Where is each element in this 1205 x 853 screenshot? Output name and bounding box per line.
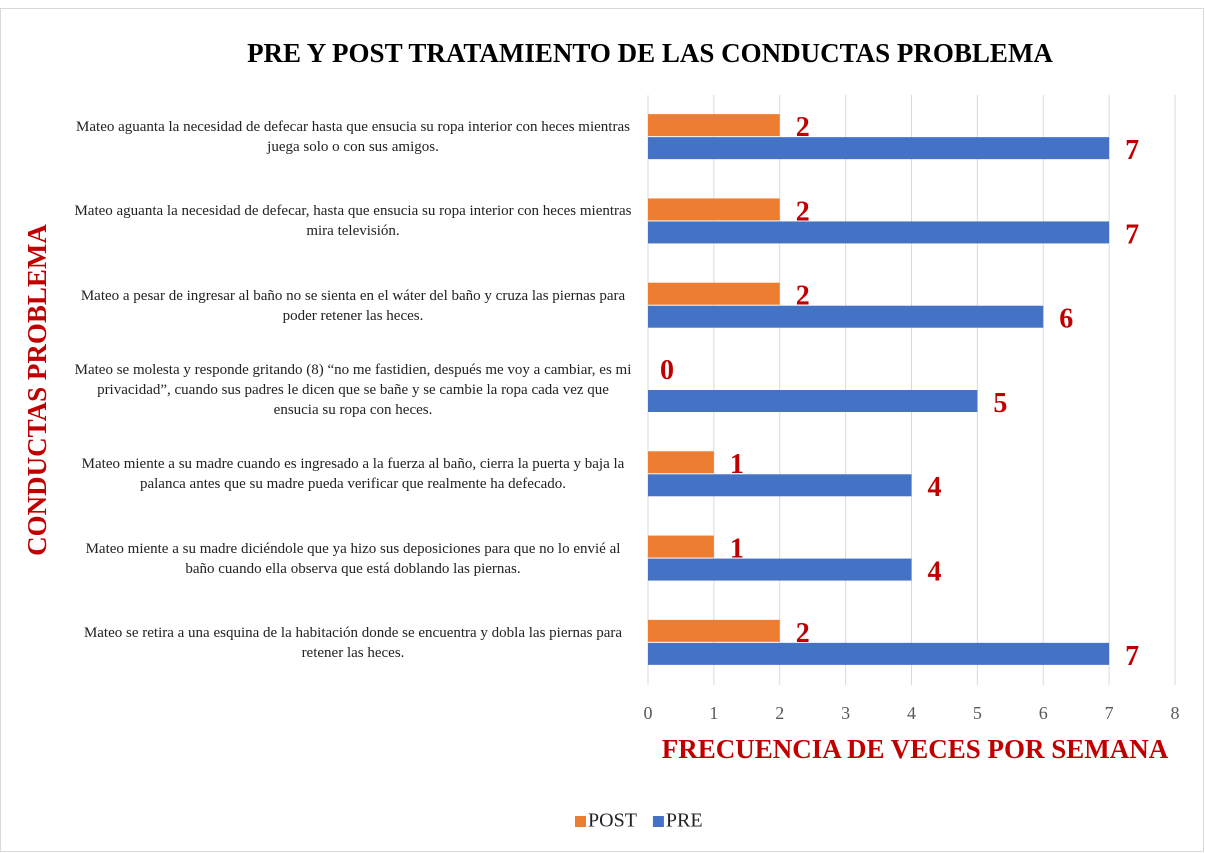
- bar: [648, 558, 912, 581]
- data-label: 2: [796, 281, 810, 312]
- legend-label: PRE: [666, 810, 703, 832]
- bar: [648, 137, 1110, 160]
- bar: [648, 390, 978, 412]
- x-tick-label: 1: [709, 703, 718, 723]
- chart-title: PRE Y POST TRATAMIENTO DE LAS CONDUCTAS …: [247, 38, 1053, 68]
- x-axis-title: FRECUENCIA DE VECES POR SEMANA: [662, 734, 1169, 764]
- legend-swatch: [575, 816, 586, 827]
- y-tick-label: Mateo se molesta y responde gritando (8)…: [74, 362, 632, 418]
- x-tick-label: 7: [1105, 703, 1114, 723]
- bar: [648, 535, 714, 558]
- x-tick-label: 8: [1171, 703, 1180, 723]
- bar: [648, 282, 780, 305]
- data-label: 0: [660, 355, 674, 386]
- bar: [648, 474, 912, 497]
- bar: [648, 198, 780, 221]
- legend-swatch: [652, 816, 664, 827]
- y-tick-label: Mateo a pesar de ingresar al baño no se …: [80, 287, 626, 324]
- data-label: 1: [730, 533, 744, 564]
- data-label: 7: [1125, 219, 1139, 250]
- bar: [648, 451, 714, 474]
- legend-label: POST: [588, 810, 637, 832]
- chart-border: [0, 8, 1204, 852]
- y-tick-label: Mateo miente a su madre diciéndole que y…: [85, 540, 621, 577]
- data-label: 7: [1125, 641, 1139, 672]
- y-tick-label: Mateo aguanta la necesidad de defecar, h…: [74, 203, 632, 240]
- x-tick-label: 2: [775, 703, 784, 723]
- bar: [648, 642, 1110, 665]
- x-tick-label: 4: [907, 703, 916, 723]
- y-axis-title: CONDUCTAS PROBLEMA: [22, 224, 52, 556]
- bar: [648, 619, 780, 642]
- y-tick-label: Mateo se retira a una esquina de la habi…: [83, 624, 623, 661]
- data-label: 2: [796, 618, 810, 649]
- data-label: 1: [730, 449, 744, 480]
- x-tick-label: 5: [973, 703, 982, 723]
- data-label: 2: [796, 112, 810, 143]
- data-label: 4: [928, 472, 942, 503]
- x-tick-label: 0: [644, 703, 653, 723]
- y-tick-label: Mateo miente a su madre cuando es ingres…: [81, 456, 625, 493]
- data-label: 5: [993, 388, 1007, 419]
- y-tick-label: Mateo aguanta la necesidad de defecar ha…: [76, 119, 630, 156]
- bar: [648, 221, 1110, 244]
- data-label: 6: [1059, 304, 1073, 335]
- x-tick-label: 6: [1039, 703, 1048, 723]
- x-tick-label: 3: [841, 703, 850, 723]
- data-label: 2: [796, 196, 810, 227]
- data-label: 4: [928, 556, 942, 587]
- bar: [648, 114, 780, 137]
- data-label: 7: [1125, 135, 1139, 166]
- bar: [648, 305, 1044, 328]
